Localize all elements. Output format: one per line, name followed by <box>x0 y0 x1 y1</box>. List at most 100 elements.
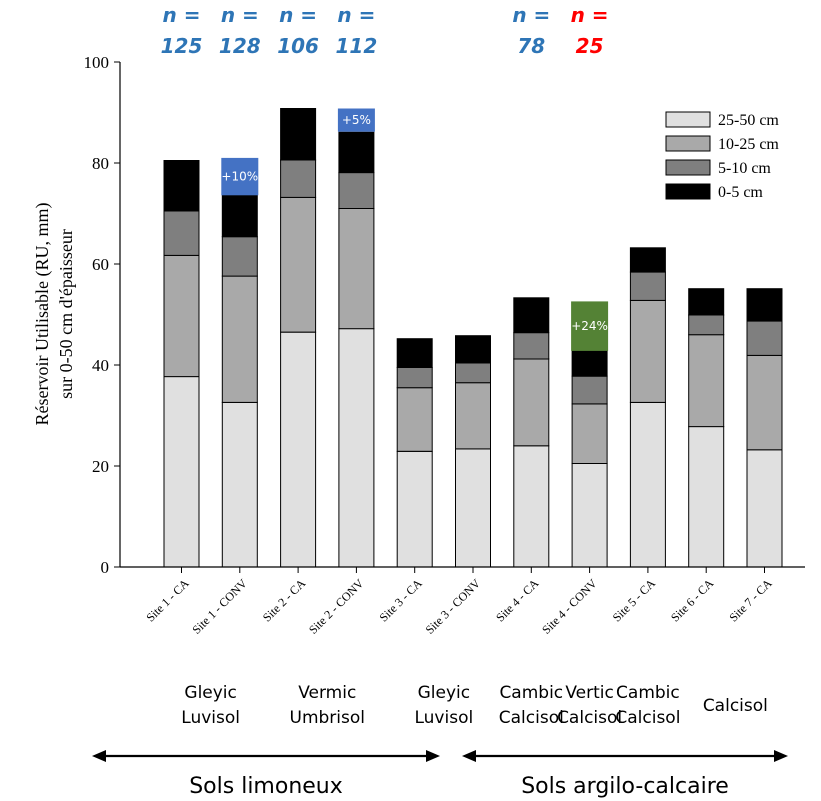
group-arrow-right-head-1 <box>426 750 440 762</box>
bar-segment-2-4 <box>221 194 258 238</box>
legend-label-1: 25-50 cm <box>718 112 779 129</box>
annotation-label-1: +10% <box>221 170 258 184</box>
bar-segment-8-4 <box>571 350 608 377</box>
bar-segment-11-2 <box>746 354 783 451</box>
bar-segment-1-1 <box>163 376 200 568</box>
soil-type-3-line-1: Gleyic <box>418 683 471 703</box>
n-label-2: n = <box>221 3 259 27</box>
x-tick-label-5: Site 3 - CA <box>376 576 425 625</box>
soil-type-6-line-2: Calcisol <box>615 708 680 728</box>
legend-swatch-3 <box>665 159 711 176</box>
bar-segment-4-2 <box>338 208 375 330</box>
x-tick-label-11: Site 7 - CA <box>726 576 775 625</box>
y-axis-title-line-2: sur 0-50 cm d'épaisseur <box>56 229 76 399</box>
bar-segment-5-3 <box>396 367 433 389</box>
bar-segment-5-4 <box>396 338 433 369</box>
bar-segment-2-2 <box>221 275 258 403</box>
annotation-box-1 <box>221 157 259 196</box>
y-tick-label-100: 100 <box>84 53 110 72</box>
bar-segment-9-4 <box>629 247 666 273</box>
bar-segment-2-3 <box>221 236 258 277</box>
legend-label-4: 0-5 cm <box>718 184 763 201</box>
x-tick-label-3: Site 2 - CA <box>260 576 309 625</box>
bar-segment-10-3 <box>688 314 725 336</box>
group-arrow-left-head-1 <box>92 750 106 762</box>
soil-type-4-line-2: Calcisol <box>499 708 564 728</box>
bar-segment-7-3 <box>513 332 550 360</box>
group-label-1: Sols limoneux <box>189 774 343 799</box>
bar-segment-6-2 <box>455 382 491 450</box>
bar-segment-6-1 <box>455 448 491 568</box>
n-label-5: n = <box>512 3 550 27</box>
bar-segment-3-1 <box>280 331 317 568</box>
bar-segment-10-4 <box>688 288 725 316</box>
annotation-box-2 <box>337 108 375 132</box>
bar-segment-9-3 <box>629 271 666 301</box>
bar-segment-1-2 <box>163 254 200 378</box>
soil-type-6-line-1: Cambic <box>616 683 680 703</box>
bar-segment-5-1 <box>396 450 433 568</box>
x-tick-label-7: Site 4 - CA <box>493 576 542 625</box>
annotations-layer: +10% +5% +24% <box>221 108 609 351</box>
legend: 25-50 cm 10-25 cm 5-10 cm 0-5 cm <box>665 111 779 201</box>
x-tick-label-9: Site 5 - CA <box>610 576 659 625</box>
x-tick-label-10: Site 6 - CA <box>668 576 717 625</box>
bar-segment-11-4 <box>746 288 783 322</box>
legend-swatch-1 <box>665 111 711 128</box>
y-tick-label-20: 20 <box>92 457 109 476</box>
soil-type-3-line-2: Luvisol <box>414 708 473 728</box>
n-value-5: 78 <box>517 34 545 58</box>
soil-type-1-line-2: Luvisol <box>181 708 240 728</box>
legend-label-3: 5-10 cm <box>718 160 771 177</box>
bar-segment-9-2 <box>629 299 666 403</box>
annotation-label-3: +24% <box>571 319 608 333</box>
bar-segment-10-1 <box>688 426 725 568</box>
soil-type-2-line-1: Vermic <box>298 683 356 703</box>
bar-segment-1-4 <box>163 160 200 212</box>
bar-segment-2-1 <box>221 401 258 568</box>
bar-segment-6-4 <box>455 335 491 364</box>
bar-segment-7-2 <box>513 358 550 447</box>
group-arrow-left-head-2 <box>462 750 476 762</box>
y-tick-label-60: 60 <box>92 255 109 274</box>
bar-segment-11-1 <box>746 449 783 568</box>
labels-layer: n = 125 n = 128 n = 106 n = 112 n = 78 n = 25 Gleyic… <box>92 3 788 799</box>
y-tick-label-40: 40 <box>92 356 109 375</box>
bar-segment-7-4 <box>513 297 550 334</box>
soil-type-5-line-1: Vertic <box>565 683 614 703</box>
bar-segment-9-1 <box>629 401 666 568</box>
legend-swatch-2 <box>665 135 711 152</box>
bar-segment-4-3 <box>338 172 375 210</box>
x-tick-label-6: Site 3 - CONV <box>423 576 484 637</box>
n-value-3: 106 <box>277 34 319 58</box>
bar-segment-7-1 <box>513 445 550 568</box>
x-tick-label-1: Site 1 - CA <box>143 576 192 625</box>
soil-type-2-line-2: Umbrisol <box>290 708 366 728</box>
x-tick-label-4: Site 2 - CONV <box>306 576 367 637</box>
bars-layer <box>163 108 783 568</box>
y-axis-title-line-1: Réservoir Utilisable (RU, mm) <box>32 203 53 426</box>
n-value-1: 125 <box>161 34 203 58</box>
n-value-4: 112 <box>336 34 378 58</box>
bar-segment-10-2 <box>688 334 725 428</box>
soil-type-7-line-1: Calcisol <box>703 696 768 716</box>
x-tick-label-2: Site 1 - CONV <box>189 576 250 637</box>
n-value-2: 128 <box>219 34 261 58</box>
n-label-3: n = <box>279 3 317 27</box>
bar-segment-6-3 <box>455 362 491 384</box>
bar-segment-8-2 <box>571 403 608 464</box>
group-arrow-right-head-2 <box>774 750 788 762</box>
annotation-box-3 <box>571 301 609 351</box>
bar-segment-1-3 <box>163 210 200 256</box>
soil-type-4-line-1: Cambic <box>499 683 563 703</box>
bar-segment-8-1 <box>571 463 608 568</box>
n-label-1: n = <box>163 3 201 27</box>
soil-type-5-line-2: Calcisol <box>557 708 622 728</box>
bar-segment-4-1 <box>338 328 375 568</box>
bar-segment-8-3 <box>571 375 608 405</box>
y-tick-label-80: 80 <box>92 154 109 173</box>
bar-segment-11-3 <box>746 320 783 356</box>
bar-segment-3-4 <box>280 108 317 161</box>
annotation-label-2: +5% <box>342 113 371 127</box>
